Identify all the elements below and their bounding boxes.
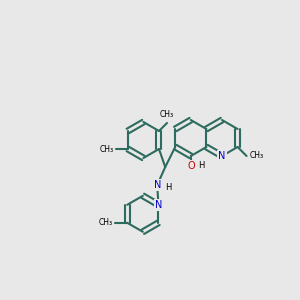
Text: N: N [154,180,161,190]
Text: N: N [218,151,226,161]
Text: CH₃: CH₃ [100,145,114,154]
Text: CH₃: CH₃ [99,218,113,227]
Text: O: O [187,161,195,171]
Text: CH₃: CH₃ [250,152,264,160]
Text: H: H [165,184,172,193]
Text: N: N [155,200,162,210]
Text: H: H [198,161,204,170]
Text: CH₃: CH₃ [160,110,174,119]
